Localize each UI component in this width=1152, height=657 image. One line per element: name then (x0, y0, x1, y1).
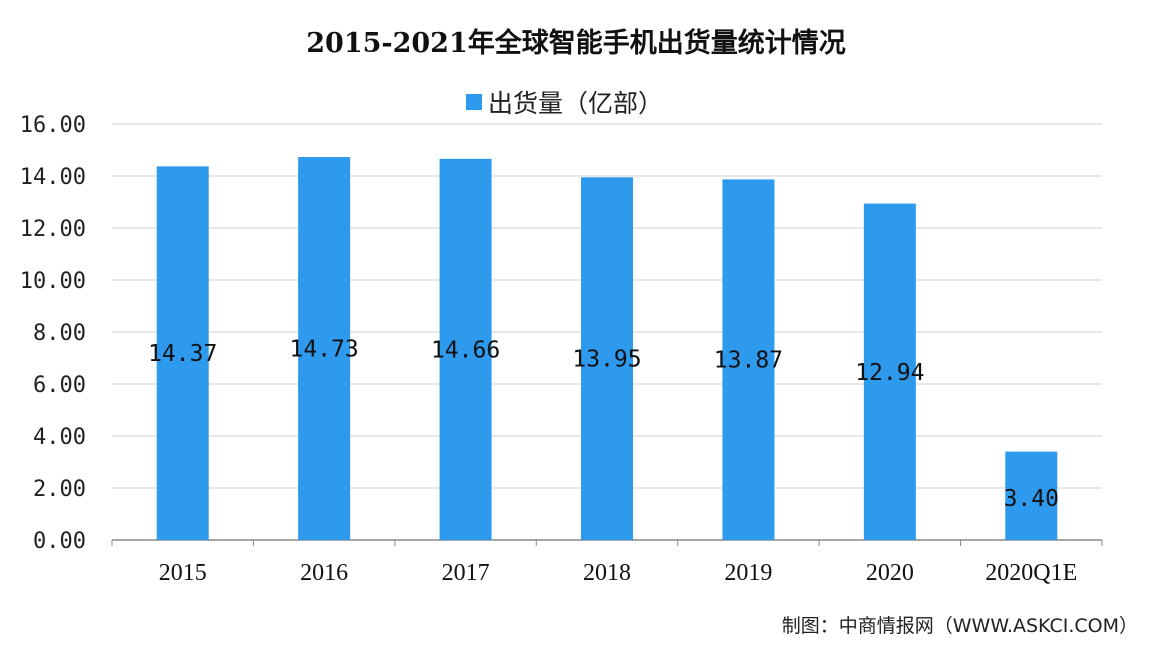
x-tick-label: 2018 (583, 560, 631, 586)
data-label: 12.94 (855, 360, 924, 386)
data-label: 14.37 (148, 341, 217, 367)
data-labels: 14.37 14.73 14.66 13.95 13.87 12.94 3.40 (148, 337, 1059, 512)
y-tick-label: 2.00 (33, 477, 86, 502)
x-tick-label: 2017 (442, 560, 490, 586)
source-note: 制图：中商情报网（WWW.ASKCI.COM） (782, 615, 1138, 637)
y-tick-label: 8.00 (33, 321, 86, 346)
y-axis-ticks: 0.00 2.00 4.00 6.00 8.00 10.00 12.00 14.00 16.00 (20, 113, 86, 554)
x-tick-label: 2016 (300, 560, 348, 586)
legend: 出货量（亿部） (466, 89, 663, 118)
data-label: 13.95 (572, 347, 641, 373)
x-tick-label: 2019 (724, 560, 772, 586)
x-axis: 2015 2016 2017 2018 2019 2020 2020Q1E (111, 540, 1103, 586)
bar-2015 (156, 166, 209, 540)
y-tick-label: 10.00 (20, 269, 86, 294)
legend-label: 出货量（亿部） (488, 89, 663, 118)
data-label: 13.87 (714, 348, 783, 374)
bar-2019 (722, 179, 775, 540)
y-tick-label: 14.00 (20, 165, 86, 190)
bar-2017 (439, 158, 492, 540)
data-label: 3.40 (1004, 486, 1059, 512)
data-label: 14.73 (290, 337, 359, 363)
y-tick-label: 0.00 (33, 529, 86, 554)
bar-2020 (863, 203, 916, 540)
legend-swatch (466, 94, 482, 110)
y-tick-label: 4.00 (33, 425, 86, 450)
data-label: 14.66 (431, 337, 500, 363)
x-tick-label: 2020Q1E (985, 560, 1077, 586)
x-tick-label: 2020 (866, 560, 914, 586)
bars (156, 157, 1058, 541)
y-tick-label: 12.00 (20, 217, 86, 242)
bar-2020Q1E (1005, 451, 1058, 540)
y-tick-label: 6.00 (33, 373, 86, 398)
x-tick-label: 2015 (159, 560, 207, 586)
bar-2018 (581, 177, 633, 541)
y-tick-label: 16.00 (20, 113, 86, 138)
bar-2016 (298, 157, 351, 540)
chart-title: 2015-2021年全球智能手机出货量统计情况 (306, 27, 846, 59)
